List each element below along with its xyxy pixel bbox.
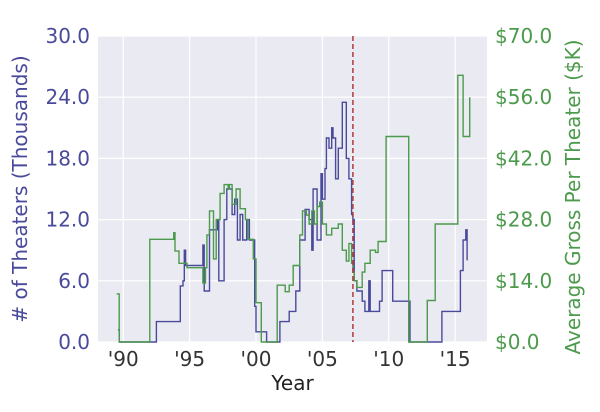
x-tick-label: '15: [440, 347, 471, 371]
plot-background: [98, 36, 487, 342]
y-left-tick-label: 12.0: [45, 208, 90, 232]
y-left-tick-label: 0.0: [58, 330, 90, 354]
y-right-tick-label: $0.0: [495, 330, 540, 354]
x-tick-label: '00: [241, 347, 272, 371]
y-right-tick-label: $70.0: [495, 24, 552, 48]
x-tick-label: '95: [174, 347, 205, 371]
y-right-tick-label: $28.0: [495, 208, 552, 232]
y-right-tick-label: $14.0: [495, 269, 552, 293]
series-line-avg-gross: [116, 74, 471, 343]
x-tick-label: '90: [108, 347, 139, 371]
y-left-tick-label: 18.0: [45, 146, 90, 170]
x-tick-label: '05: [307, 347, 338, 371]
y-left-axis-title: # of Theaters (Thousands): [8, 55, 32, 322]
x-axis-title: Year: [270, 371, 314, 395]
y-left-tick-label: 30.0: [45, 24, 90, 48]
y-right-tick-label: $56.0: [495, 85, 552, 109]
y-left-tick-label: 24.0: [45, 85, 90, 109]
y-left-tick-label: 6.0: [58, 269, 90, 293]
y-right-tick-label: $42.0: [495, 146, 552, 170]
x-tick-label: '10: [373, 347, 404, 371]
y-right-axis-title: Average Gross Per Theater ($K): [561, 39, 585, 354]
